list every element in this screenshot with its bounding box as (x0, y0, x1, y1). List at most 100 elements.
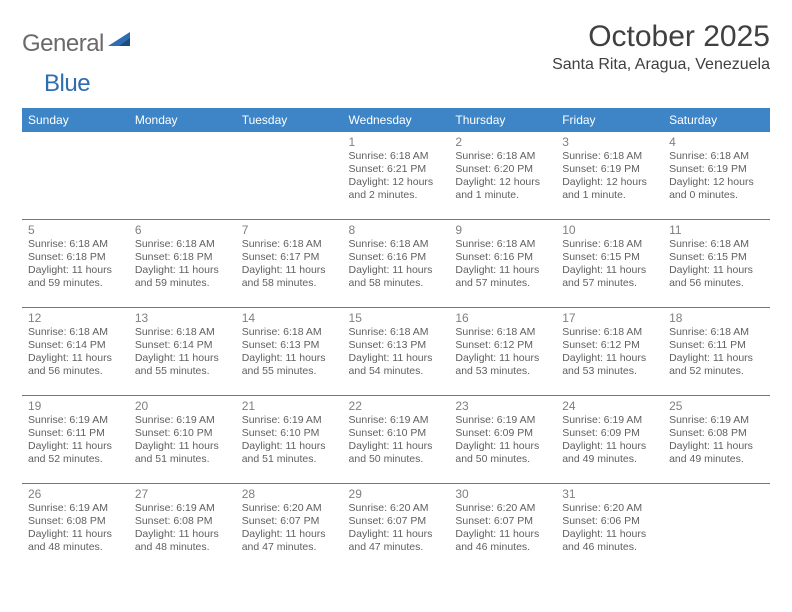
calendar-cell: 8Sunrise: 6:18 AMSunset: 6:16 PMDaylight… (343, 220, 450, 308)
sunset-line: Sunset: 6:18 PM (28, 251, 123, 264)
day-info: Sunrise: 6:19 AMSunset: 6:10 PMDaylight:… (242, 414, 337, 467)
daylight-line: Daylight: 12 hours and 0 minutes. (669, 176, 764, 202)
day-number: 21 (242, 399, 337, 413)
calendar-cell: 12Sunrise: 6:18 AMSunset: 6:14 PMDayligh… (22, 308, 129, 396)
sunset-line: Sunset: 6:07 PM (242, 515, 337, 528)
daylight-line: Daylight: 11 hours and 47 minutes. (242, 528, 337, 554)
calendar-cell: 27Sunrise: 6:19 AMSunset: 6:08 PMDayligh… (129, 484, 236, 572)
day-info: Sunrise: 6:19 AMSunset: 6:09 PMDaylight:… (455, 414, 550, 467)
calendar-cell: 17Sunrise: 6:18 AMSunset: 6:12 PMDayligh… (556, 308, 663, 396)
calendar-cell: 21Sunrise: 6:19 AMSunset: 6:10 PMDayligh… (236, 396, 343, 484)
daylight-line: Daylight: 11 hours and 59 minutes. (28, 264, 123, 290)
daylight-line: Daylight: 12 hours and 1 minute. (455, 176, 550, 202)
sunrise-line: Sunrise: 6:18 AM (455, 326, 550, 339)
sunrise-line: Sunrise: 6:18 AM (349, 150, 444, 163)
sunrise-line: Sunrise: 6:18 AM (28, 238, 123, 251)
day-number: 6 (135, 223, 230, 237)
day-number: 29 (349, 487, 444, 501)
daylight-line: Daylight: 11 hours and 58 minutes. (242, 264, 337, 290)
sunrise-line: Sunrise: 6:19 AM (135, 414, 230, 427)
day-number: 20 (135, 399, 230, 413)
day-number: 19 (28, 399, 123, 413)
daylight-line: Daylight: 12 hours and 1 minute. (562, 176, 657, 202)
sunrise-line: Sunrise: 6:18 AM (455, 150, 550, 163)
sunset-line: Sunset: 6:07 PM (455, 515, 550, 528)
day-info: Sunrise: 6:18 AMSunset: 6:13 PMDaylight:… (242, 326, 337, 379)
day-info: Sunrise: 6:18 AMSunset: 6:19 PMDaylight:… (562, 150, 657, 203)
sunset-line: Sunset: 6:08 PM (28, 515, 123, 528)
day-number: 1 (349, 135, 444, 149)
calendar-cell: 14Sunrise: 6:18 AMSunset: 6:13 PMDayligh… (236, 308, 343, 396)
day-info: Sunrise: 6:19 AMSunset: 6:10 PMDaylight:… (349, 414, 444, 467)
day-number: 14 (242, 311, 337, 325)
day-info: Sunrise: 6:19 AMSunset: 6:08 PMDaylight:… (669, 414, 764, 467)
day-number: 5 (28, 223, 123, 237)
sunset-line: Sunset: 6:16 PM (349, 251, 444, 264)
day-number: 22 (349, 399, 444, 413)
daylight-line: Daylight: 11 hours and 56 minutes. (669, 264, 764, 290)
sunrise-line: Sunrise: 6:19 AM (28, 502, 123, 515)
logo: General (22, 20, 132, 58)
sunrise-line: Sunrise: 6:18 AM (562, 326, 657, 339)
day-number: 12 (28, 311, 123, 325)
calendar-cell: 16Sunrise: 6:18 AMSunset: 6:12 PMDayligh… (449, 308, 556, 396)
sunset-line: Sunset: 6:11 PM (28, 427, 123, 440)
daylight-line: Daylight: 11 hours and 52 minutes. (669, 352, 764, 378)
calendar-cell (663, 484, 770, 572)
calendar-cell: 30Sunrise: 6:20 AMSunset: 6:07 PMDayligh… (449, 484, 556, 572)
calendar-cell: 1Sunrise: 6:18 AMSunset: 6:21 PMDaylight… (343, 132, 450, 220)
day-header: Monday (129, 109, 236, 132)
day-info: Sunrise: 6:18 AMSunset: 6:12 PMDaylight:… (455, 326, 550, 379)
day-info: Sunrise: 6:19 AMSunset: 6:10 PMDaylight:… (135, 414, 230, 467)
sunset-line: Sunset: 6:14 PM (135, 339, 230, 352)
calendar-cell: 4Sunrise: 6:18 AMSunset: 6:19 PMDaylight… (663, 132, 770, 220)
daylight-line: Daylight: 11 hours and 46 minutes. (562, 528, 657, 554)
sunset-line: Sunset: 6:06 PM (562, 515, 657, 528)
sunset-line: Sunset: 6:09 PM (562, 427, 657, 440)
sunset-line: Sunset: 6:12 PM (562, 339, 657, 352)
sunrise-line: Sunrise: 6:18 AM (669, 238, 764, 251)
day-number: 27 (135, 487, 230, 501)
daylight-line: Daylight: 11 hours and 59 minutes. (135, 264, 230, 290)
calendar-table: SundayMondayTuesdayWednesdayThursdayFrid… (22, 108, 770, 572)
sunrise-line: Sunrise: 6:18 AM (349, 326, 444, 339)
sunset-line: Sunset: 6:17 PM (242, 251, 337, 264)
day-number: 31 (562, 487, 657, 501)
daylight-line: Daylight: 11 hours and 54 minutes. (349, 352, 444, 378)
calendar-body: 1Sunrise: 6:18 AMSunset: 6:21 PMDaylight… (22, 132, 770, 572)
daylight-line: Daylight: 11 hours and 57 minutes. (562, 264, 657, 290)
daylight-line: Daylight: 11 hours and 51 minutes. (242, 440, 337, 466)
day-number: 7 (242, 223, 337, 237)
logo-triangle-icon (108, 32, 130, 51)
calendar-cell (129, 132, 236, 220)
sunrise-line: Sunrise: 6:19 AM (28, 414, 123, 427)
daylight-line: Daylight: 11 hours and 50 minutes. (455, 440, 550, 466)
calendar-week-row: 5Sunrise: 6:18 AMSunset: 6:18 PMDaylight… (22, 220, 770, 308)
daylight-line: Daylight: 11 hours and 49 minutes. (669, 440, 764, 466)
sunset-line: Sunset: 6:08 PM (669, 427, 764, 440)
calendar-cell (22, 132, 129, 220)
day-info: Sunrise: 6:18 AMSunset: 6:16 PMDaylight:… (455, 238, 550, 291)
day-info: Sunrise: 6:18 AMSunset: 6:21 PMDaylight:… (349, 150, 444, 203)
daylight-line: Daylight: 11 hours and 57 minutes. (455, 264, 550, 290)
day-number: 3 (562, 135, 657, 149)
daylight-line: Daylight: 11 hours and 47 minutes. (349, 528, 444, 554)
sunset-line: Sunset: 6:10 PM (135, 427, 230, 440)
sunrise-line: Sunrise: 6:20 AM (562, 502, 657, 515)
day-header: Thursday (449, 109, 556, 132)
day-number: 8 (349, 223, 444, 237)
day-info: Sunrise: 6:20 AMSunset: 6:07 PMDaylight:… (349, 502, 444, 555)
day-number: 17 (562, 311, 657, 325)
title-block: October 2025 Santa Rita, Aragua, Venezue… (552, 20, 770, 82)
calendar-cell: 26Sunrise: 6:19 AMSunset: 6:08 PMDayligh… (22, 484, 129, 572)
day-number: 15 (349, 311, 444, 325)
day-info: Sunrise: 6:19 AMSunset: 6:09 PMDaylight:… (562, 414, 657, 467)
sunset-line: Sunset: 6:14 PM (28, 339, 123, 352)
day-number: 11 (669, 223, 764, 237)
daylight-line: Daylight: 11 hours and 53 minutes. (455, 352, 550, 378)
day-info: Sunrise: 6:18 AMSunset: 6:15 PMDaylight:… (562, 238, 657, 291)
sunrise-line: Sunrise: 6:18 AM (135, 326, 230, 339)
calendar-cell: 28Sunrise: 6:20 AMSunset: 6:07 PMDayligh… (236, 484, 343, 572)
sunrise-line: Sunrise: 6:18 AM (135, 238, 230, 251)
day-info: Sunrise: 6:18 AMSunset: 6:18 PMDaylight:… (135, 238, 230, 291)
